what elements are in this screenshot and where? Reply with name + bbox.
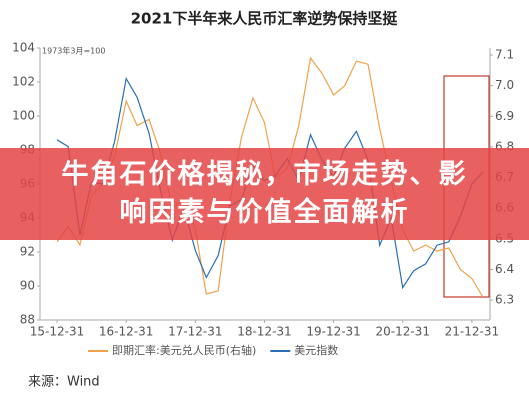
y2-tick-label: 7.0 [495,78,514,92]
y-tick-label: 100 [12,109,35,123]
x-tick-label: 17-12-31 [168,325,222,339]
x-tick-label: 20-12-31 [375,325,429,339]
y2-tick-label: 6.4 [495,262,514,276]
x-tick-label: 18-12-31 [237,325,291,339]
x-tick-label: 15-12-31 [30,325,84,339]
banner-line: 响因素与价值全面解析 [119,197,410,228]
x-tick-label: 19-12-31 [306,325,360,339]
y2-tick-label: 7.1 [495,48,514,62]
y-tick-label: 104 [12,41,35,55]
legend-label: 即期汇率:美元兑人民币(右轴) [112,343,256,357]
x-tick-label: 16-12-31 [99,325,153,339]
chart-title: 2021下半年来人民币汇率逆势保持坚挺 [131,10,399,28]
y-tick-label: 102 [12,75,35,89]
y-tick-label: 92 [20,245,35,259]
legend-label: 美元指数 [294,343,338,357]
y2-tick-label: 6.9 [495,109,514,123]
y-tick-label: 90 [20,279,35,293]
banner: 牛角石价格揭秘，市场走势、影 响因素与价值全面解析 [0,148,529,240]
banner-line: 牛角石价格揭秘，市场走势、影 [61,159,468,190]
x-tick-label: 21-12-31 [445,325,499,339]
y-tick-label: 88 [20,313,35,327]
y2-tick-label: 6.3 [495,293,514,307]
source: 来源：Wind [28,375,100,390]
chart-subtitle: 1973年3月=100 [42,46,105,56]
